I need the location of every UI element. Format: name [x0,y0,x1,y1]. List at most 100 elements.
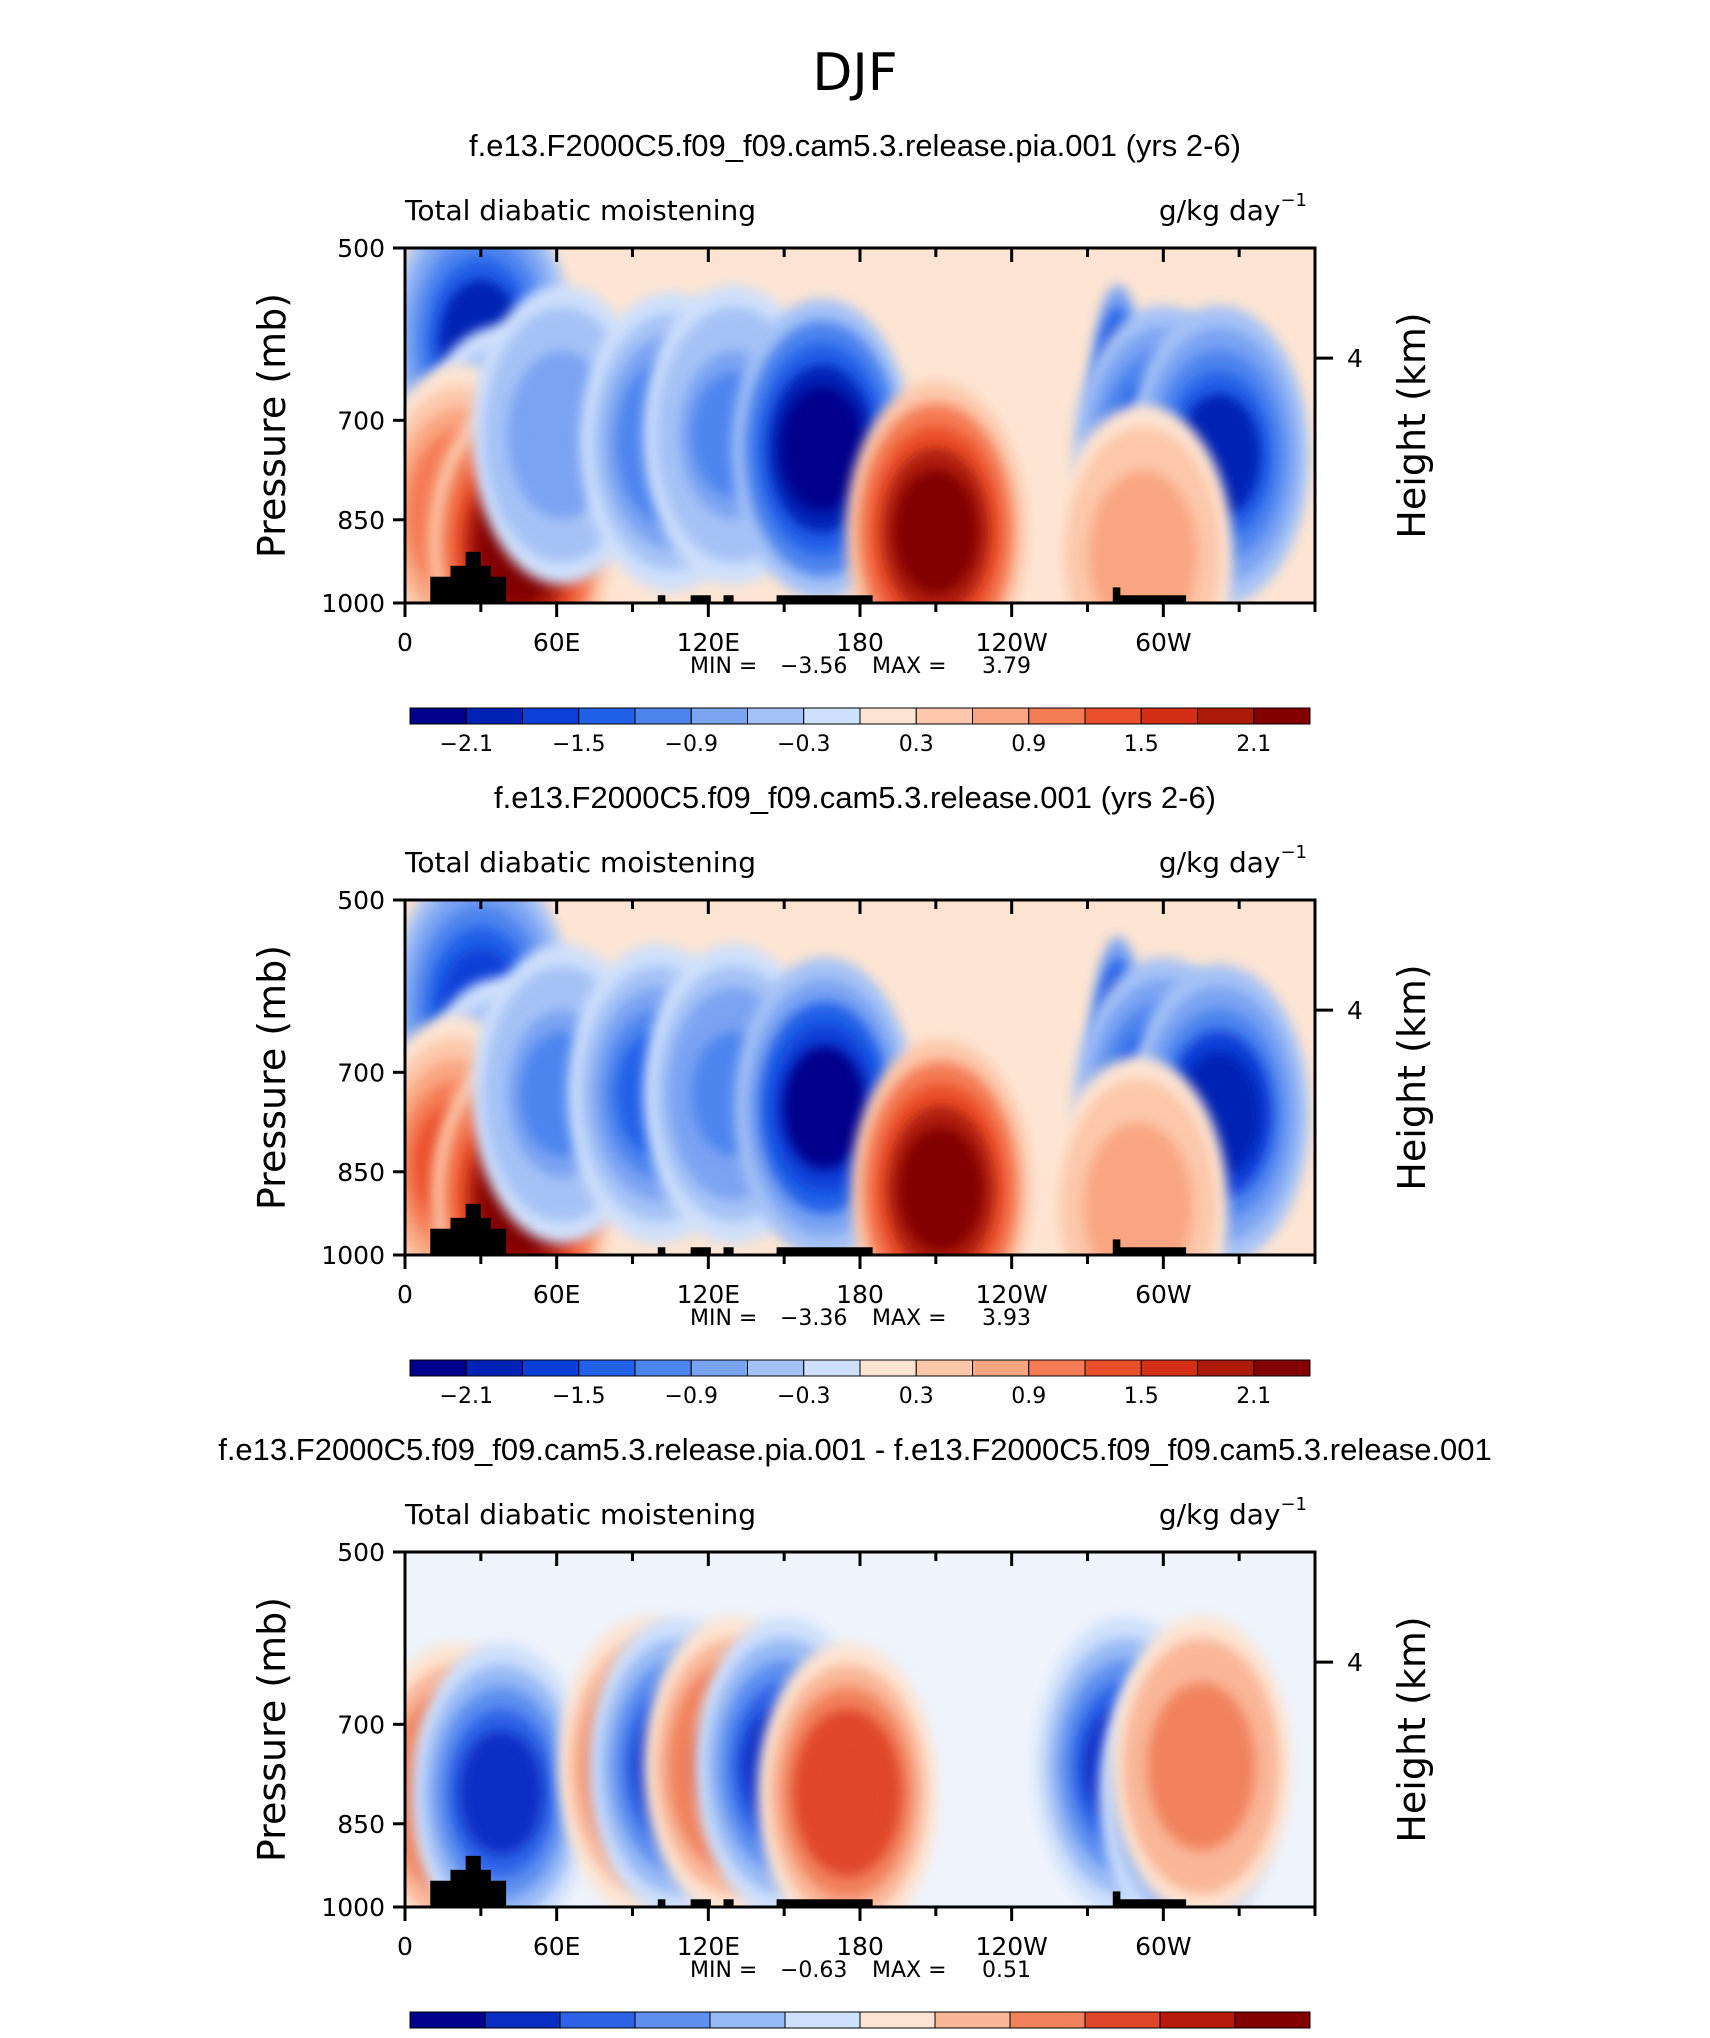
panel-units: g/kg day−1 [1159,842,1307,879]
x-tick-label: 60E [533,1280,581,1309]
panel-1: f.e13.F2000C5.f09_f09.cam5.3.release.pia… [250,128,1434,757]
colorbar-cell [915,1359,973,1377]
colorbar-cell [803,707,861,725]
topography-block [1117,1899,1187,1907]
colorbar-cell [409,2011,486,2029]
colorbar-cell [1009,2011,1086,2029]
colorbar-cell [934,2011,1011,2029]
x-tick-label: 120W [975,628,1047,657]
colorbar-cell [409,707,467,725]
y-right-tick-label: 4 [1347,996,1363,1025]
y-right-axis-label: Height (km) [1390,312,1434,538]
colorbar-cell [1140,1359,1198,1377]
colorbar-label: −0.3 [777,732,830,757]
heatmap-cell [1096,1144,1181,1255]
heatmap-cell [1101,492,1186,603]
colorbar-label: 0.9 [1011,732,1046,757]
y-right-tick-label: 4 [1347,344,1363,373]
colorbar-cell [522,1359,580,1377]
panels: f.e13.F2000C5.f09_f09.cam5.3.release.pia… [218,128,1492,2038]
topography-block [690,1899,711,1907]
topography-block [465,1203,481,1255]
colorbar-label: −0.3 [777,1384,830,1409]
colorbar-cell [1028,1359,1086,1377]
panel-title: f.e13.F2000C5.f09_f09.cam5.3.release.001… [494,780,1216,815]
colorbar-label: 1.5 [1443,2036,1478,2038]
topography-block [1117,595,1187,603]
y-tick-label: 500 [337,1538,385,1567]
colorbar-cell [690,1359,748,1377]
min-label: MIN = [690,1958,757,1983]
topography-block [1117,1247,1187,1255]
panel-title: f.e13.F2000C5.f09_f09.cam5.3.release.pia… [469,128,1241,163]
heatmap-field [405,900,1309,1255]
colorbar-cell [747,707,805,725]
x-tick-label: 120W [975,1280,1047,1309]
topography-block [1112,1891,1121,1907]
heatmap-cell [893,469,978,594]
heatmap-cell [459,1730,544,1855]
panel-units: g/kg day−1 [1159,190,1307,227]
colorbar-label: −0.9 [665,732,718,757]
topography [430,1203,1187,1255]
colorbar-cell [634,1359,692,1377]
x-tick-label: 120E [677,628,741,657]
colorbar-label: 0.8 [1293,2036,1328,2038]
x-tick-label: 60W [1135,628,1192,657]
topography-block [1112,1239,1121,1255]
topography [430,1855,1187,1907]
panel-title: f.e13.F2000C5.f09_f09.cam5.3.release.pia… [218,1432,1492,1467]
min-value: −0.63 [780,1958,847,1983]
topography-block [657,1899,666,1907]
heatmap-cell [1159,1704,1244,1829]
colorbar-cell [634,2011,711,2029]
topography-block [776,1899,873,1907]
x-tick-label: 120E [677,1932,741,1961]
panel-subtitle: Total diabatic moistening [404,1498,756,1531]
y-tick-label: 850 [337,506,385,535]
colorbar-cell [1084,2011,1161,2029]
colorbar-cell [859,2011,936,2029]
max-label: MAX = [872,654,947,679]
colorbar-label: 1.5 [1124,732,1159,757]
colorbar-label: −0.9 [665,1384,718,1409]
x-tick-label: 0 [397,628,413,657]
colorbar-cell [747,1359,805,1377]
colorbar-label: 0 [1003,2036,1017,2038]
y-axis-label: Pressure (mb) [250,293,294,558]
y-tick-label: 700 [337,1710,385,1739]
colorbar-label: −2.1 [440,732,493,757]
colorbar-label: −1.5 [552,732,605,757]
colorbar-label: 0.3 [899,1384,934,1409]
colorbar-cell [972,707,1030,725]
colorbar-cell [784,2011,861,2029]
colorbar-cell [578,1359,636,1377]
topography-block [465,551,481,603]
heatmap-cell [780,386,865,511]
topography-block [723,1899,734,1907]
topography-block [776,595,873,603]
panel-subtitle: Total diabatic moistening [404,846,756,879]
panel-units-exponent: −1 [1280,842,1307,863]
y-axis-label: Pressure (mb) [250,945,294,1210]
colorbar-cell [690,707,748,725]
x-tick-label: 0 [397,1280,413,1309]
colorbar-cell [409,1359,467,1377]
y-tick-label: 700 [337,406,385,435]
heatmap-field [405,248,1309,603]
panel-units-exponent: −1 [1280,1494,1307,1515]
colorbar-label: −1.5 [552,1384,605,1409]
y-right-axis-label: Height (km) [1390,1616,1434,1842]
colorbar-cell [634,707,692,725]
topography-block [465,1855,481,1907]
colorbar-label: 1.5 [1124,1384,1159,1409]
heatmap-field [405,1616,1292,1907]
colorbar-cell [859,707,917,725]
x-tick-label: 120W [975,1932,1047,1961]
colorbar-cell [1197,707,1255,725]
colorbar-label: 0.9 [1011,1384,1046,1409]
colorbar-label: 2.1 [1236,1384,1271,1409]
heatmap-cell [898,1127,983,1252]
colorbar-cell [1253,1359,1311,1377]
panel-units: g/kg day−1 [1159,1494,1307,1531]
